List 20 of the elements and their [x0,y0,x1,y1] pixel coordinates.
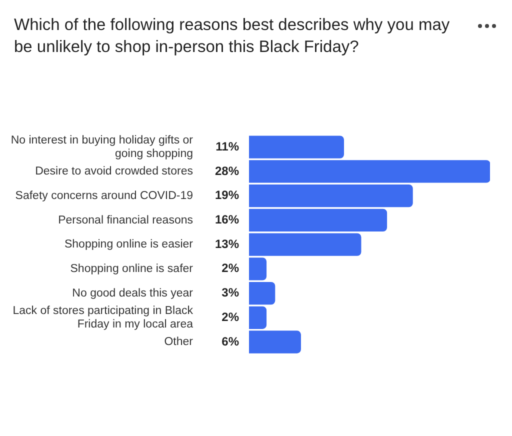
data-label: 6% [222,334,240,348]
y-tick-label: Shopping online is easier [64,238,194,251]
data-label: 2% [222,261,240,276]
chart-title: Which of the following reasons best describes why you may be unlikely to shop in-person this Black Friday? [14,15,451,58]
data-label: 19% [214,188,240,202]
data-label: 3% [222,286,240,300]
data-label: 11% [216,139,240,154]
bar [249,282,276,305]
y-tick-label: Personal financial reasons [58,214,194,226]
data-label: 28% [214,164,240,178]
y-tick-label: Other [164,336,194,348]
y-tick-label: Shopping online is safer [70,263,194,276]
y-tick-label: Desire to avoid crowded stores [35,166,194,178]
y-tick-label: Safety concerns around COVID-19 [15,190,193,202]
y-tick-label: No good deals this year [72,287,194,300]
y-tick-label: Lack of stores participating in Black Friday in my local area [12,304,194,331]
data-label: 13% [214,236,240,251]
data-label: 16% [214,212,240,226]
y-tick-label: No interest in buying holiday gifts or going shopping [10,134,194,160]
data-label: 2% [222,310,240,324]
